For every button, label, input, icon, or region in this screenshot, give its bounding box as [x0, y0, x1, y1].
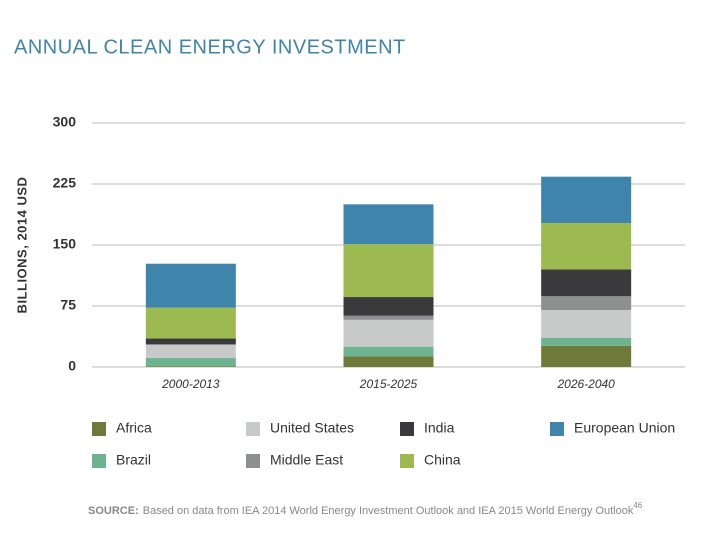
bar-segment: [541, 310, 632, 338]
bar-segment: [541, 269, 632, 297]
source-label: SOURCE:: [88, 505, 139, 517]
bar-segment: [145, 358, 236, 367]
x-tick-label: 2015-2025: [359, 377, 418, 391]
legend-label: Brazil: [116, 452, 151, 468]
bar-segment: [343, 356, 434, 367]
bar-segment: [145, 307, 236, 339]
y-tick-label: 150: [53, 236, 77, 252]
bar-segment: [541, 337, 632, 346]
bar-segment: [343, 297, 434, 316]
bar-segment: [541, 345, 632, 367]
legend-swatch: [92, 454, 106, 468]
x-tick-label: 2000-2013: [161, 377, 220, 391]
legend-label: Africa: [116, 420, 152, 436]
bar-segment: [145, 263, 236, 308]
y-axis-label: BILLIONS, 2014 USD: [14, 177, 29, 314]
legend-swatch: [246, 454, 260, 468]
bar-segment: [145, 345, 236, 359]
legend-label: European Union: [574, 420, 675, 436]
y-tick-label: 0: [68, 358, 76, 374]
bar-segment: [145, 344, 236, 346]
legend-swatch: [92, 422, 106, 436]
bar-segment: [343, 244, 434, 298]
bar-segment: [343, 204, 434, 245]
bar-segment: [145, 338, 236, 345]
legend-swatch: [550, 422, 564, 436]
legend-label: China: [424, 452, 461, 468]
legend-label: Middle East: [270, 452, 343, 468]
y-tick-label: 300: [53, 114, 77, 130]
x-tick-label: 2026-2040: [556, 377, 615, 391]
footnote: 46: [633, 501, 642, 510]
source: SOURCE: Based on data from IEA 2014 World…: [88, 501, 643, 517]
legend-swatch: [246, 422, 260, 436]
bar-segment: [343, 319, 434, 347]
legend-swatch: [400, 422, 414, 436]
legend-label: United States: [270, 420, 354, 436]
y-tick-label: 225: [53, 175, 77, 191]
legend-swatch: [400, 454, 414, 468]
bar-segment: [541, 296, 632, 311]
y-tick-label: 75: [60, 297, 76, 313]
bar-segment: [343, 346, 434, 357]
chart-title: ANNUAL CLEAN ENERGY INVESTMENT: [14, 36, 406, 58]
bar-segment: [541, 223, 632, 270]
source-text: Based on data from IEA 2014 World Energy…: [143, 505, 634, 517]
legend-label: India: [424, 420, 455, 436]
bar-segment: [145, 366, 236, 367]
bar-segment: [541, 176, 632, 224]
bar-segment: [343, 315, 434, 320]
